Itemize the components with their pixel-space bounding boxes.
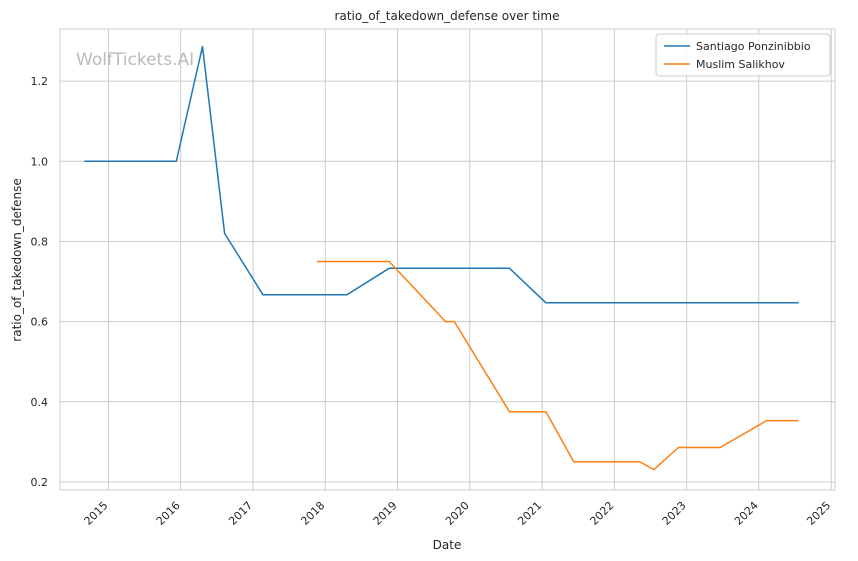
legend-label-santiago: Santiago Ponzinibbio [696, 40, 811, 53]
series-line-santiago-ponzinibbio [84, 45, 799, 304]
y-tick-label: 0.2 [31, 476, 49, 489]
y-tick-label: 0.6 [31, 316, 49, 329]
y-tick-label: 1.2 [31, 75, 49, 88]
x-tick-label: 2024 [732, 499, 761, 528]
y-tick-label: 0.8 [31, 235, 49, 248]
x-tick-label: 2019 [371, 499, 400, 528]
y-axis-title: ratio_of_takedown_defense [10, 178, 24, 341]
x-tick-label: 2025 [804, 499, 833, 528]
y-tick-label: 1.0 [31, 155, 49, 168]
x-tick-label: 2022 [588, 499, 617, 528]
plot-background [60, 29, 835, 490]
legend-label-muslim: Muslim Salikhov [696, 58, 785, 71]
y-tick-label: 0.4 [31, 396, 49, 409]
x-tick-label: 2020 [443, 499, 472, 528]
plot-frame [59, 28, 836, 491]
series-line-muslim-salikhov [317, 260, 799, 471]
x-tick-label: 2015 [82, 499, 111, 528]
legend: Santiago Ponzinibbio Muslim Salikhov [655, 33, 831, 77]
x-axis-title: Date [433, 538, 462, 552]
x-tick-labels: 2015 2016 2017 2018 2019 2020 2021 2022 2023 2024… [82, 499, 834, 528]
watermark: WolfTickets.AI [76, 50, 194, 70]
x-tick-label: 2021 [515, 499, 544, 528]
x-tick-label: 2016 [154, 499, 183, 528]
x-tick-label: 2018 [298, 499, 327, 528]
legend-frame [655, 33, 831, 77]
x-tick-label: 2017 [226, 499, 255, 528]
series-lines [84, 45, 799, 471]
x-tick-label: 2023 [660, 499, 689, 528]
chart-title: ratio_of_takedown_defense over time [335, 9, 560, 23]
y-tick-labels: 0.2 0.4 0.6 0.8 1.0 1.2 [31, 75, 49, 489]
